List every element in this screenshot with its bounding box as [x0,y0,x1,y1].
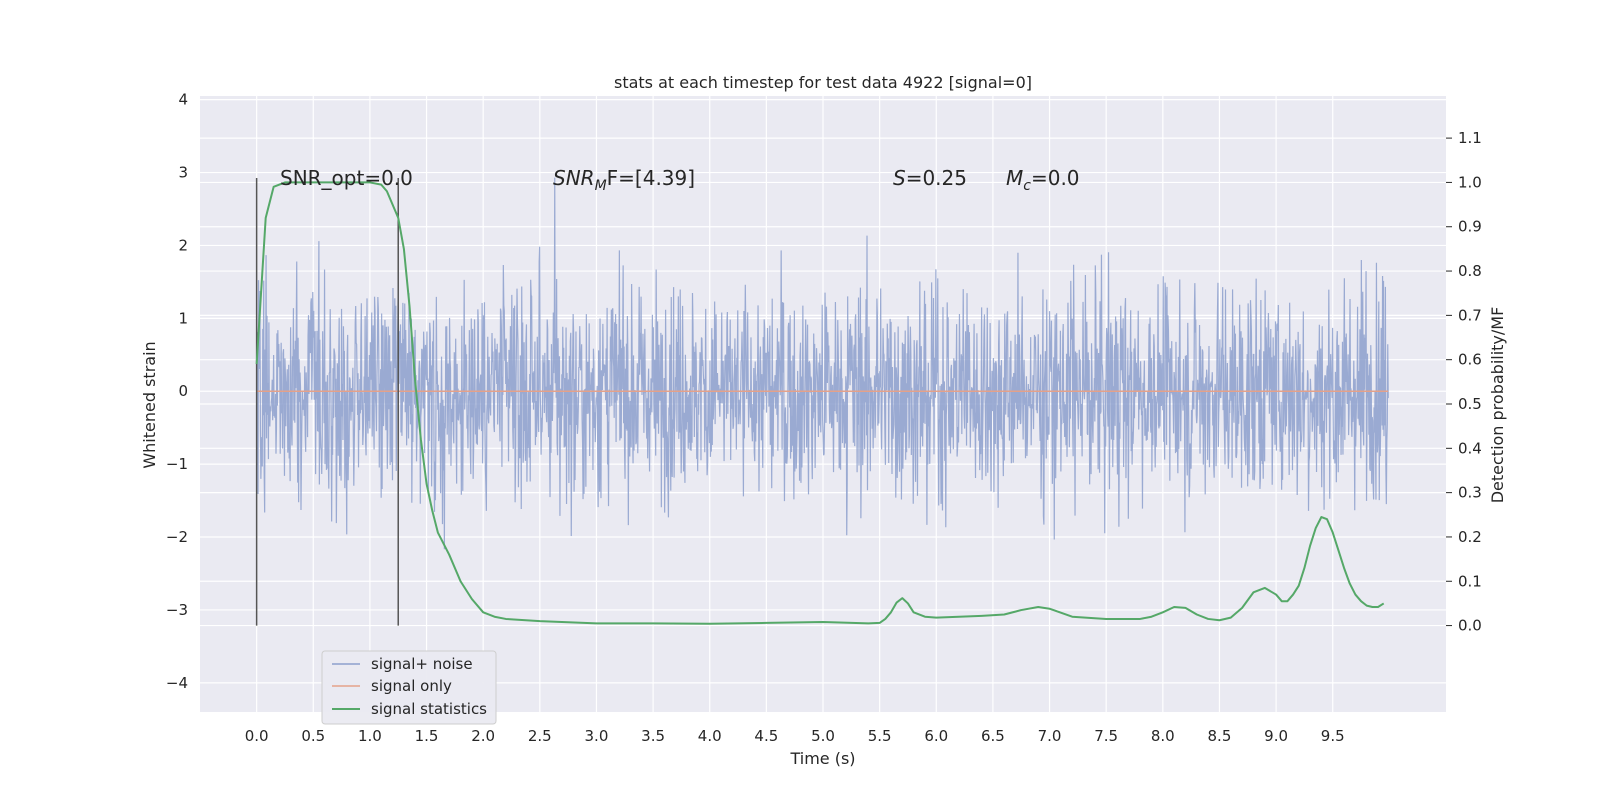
y-right-tick-label: 0.1 [1458,572,1482,590]
annotation-snr-opt: SNR_opt=0.0 [280,166,413,190]
y-right-tick-label: 0.7 [1458,306,1482,324]
x-tick-label: 6.0 [924,727,948,745]
ticks: 0.0 0.5 1.0 1.5 2.0 2.5 3.0 3.5 4.0 4.5 5.0 5.5 6.0 6… [166,91,1482,745]
y-right-tick-label: 0.9 [1458,218,1482,236]
legend-label-signal-statistics: signal statistics [371,700,487,718]
y-right-tick-label: 0.4 [1458,439,1482,457]
legend-label-signal-noise: signal+ noise [371,655,473,673]
legend-label-signal-only: signal only [371,677,452,695]
annotation-mc: Mc=0.0 [1006,166,1080,194]
x-tick-label: 7.0 [1038,727,1062,745]
annotation-snr-mf-main: SNR [553,166,595,190]
x-tick-label: 8.5 [1208,727,1232,745]
y-right-tick-label: 0.2 [1458,528,1482,546]
x-tick-label: 4.5 [754,727,778,745]
x-tick-label: 3.0 [585,727,609,745]
y-left-tick-label: 4 [178,91,188,109]
y-left-tick-label: −2 [166,528,188,546]
annotation-s-label: S [893,166,906,190]
x-tick-label: 9.0 [1264,727,1288,745]
legend-box [321,650,497,725]
x-tick-label: 5.0 [811,727,835,745]
signal-statistics-line [255,181,1385,625]
legend: signal+ noise signal only signal statist… [321,650,497,725]
y-axis-label-left: Whitened strain [140,341,159,468]
annotation-snr-mf: SNRMF=[4.39] [553,166,695,194]
y-right-tick-label: 0.6 [1458,351,1482,369]
y-left-tick-label: −1 [166,455,188,473]
x-tick-label: 7.5 [1094,727,1118,745]
x-tick-label: 5.5 [868,727,892,745]
y-left-tick-label: 3 [178,164,188,182]
x-tick-label: 0.0 [245,727,269,745]
y-left-tick-label: 2 [178,236,188,254]
chart-title: stats at each timestep for test data 492… [614,73,1032,92]
x-tick-label: 4.0 [698,727,722,745]
y-left-tick-label: 1 [178,309,188,327]
x-tick-label: 6.5 [981,727,1005,745]
y-axis-label-right: Detection probability/MF [1488,307,1507,504]
y-right-tick-label: 0.3 [1458,484,1482,502]
vertical-markers [255,177,399,626]
x-axis-label: Time (s) [789,749,855,768]
x-tick-label: 1.5 [415,727,439,745]
x-tick-label: 2.0 [471,727,495,745]
y-right-tick-label: 1.1 [1458,129,1482,147]
noise-series [256,177,1389,550]
x-tick-label: 8.0 [1151,727,1175,745]
annotation-snr-mf-rest: F=[4.39] [607,166,695,190]
x-tick-label: 2.5 [528,727,552,745]
x-tick-label: 9.5 [1321,727,1345,745]
y-left-tick-label: 0 [178,382,188,400]
x-tick-label: 3.5 [641,727,665,745]
annotation-mc-sub: c [1023,178,1031,194]
y-left-tick-label: −4 [166,674,188,692]
annotation-snr-mf-sub: M [595,178,607,194]
y-right-tick-label: 1.0 [1458,173,1482,191]
annotation-mc-value: =0.0 [1031,166,1080,190]
y-right-tick-label: 0.0 [1458,617,1482,635]
y-left-tick-label: −3 [166,601,188,619]
signal-statistics-series [255,181,1385,625]
annotation-mc-main: M [1006,166,1023,190]
annotation-s-value: =0.25 [906,166,967,190]
noise-line [256,177,1389,550]
y-right-tick-label: 0.8 [1458,262,1482,280]
x-tick-label: 1.0 [358,727,382,745]
x-tick-label: 0.5 [301,727,325,745]
y-right-tick-label: 0.5 [1458,395,1482,413]
annotation-s: S=0.25 [893,166,967,190]
